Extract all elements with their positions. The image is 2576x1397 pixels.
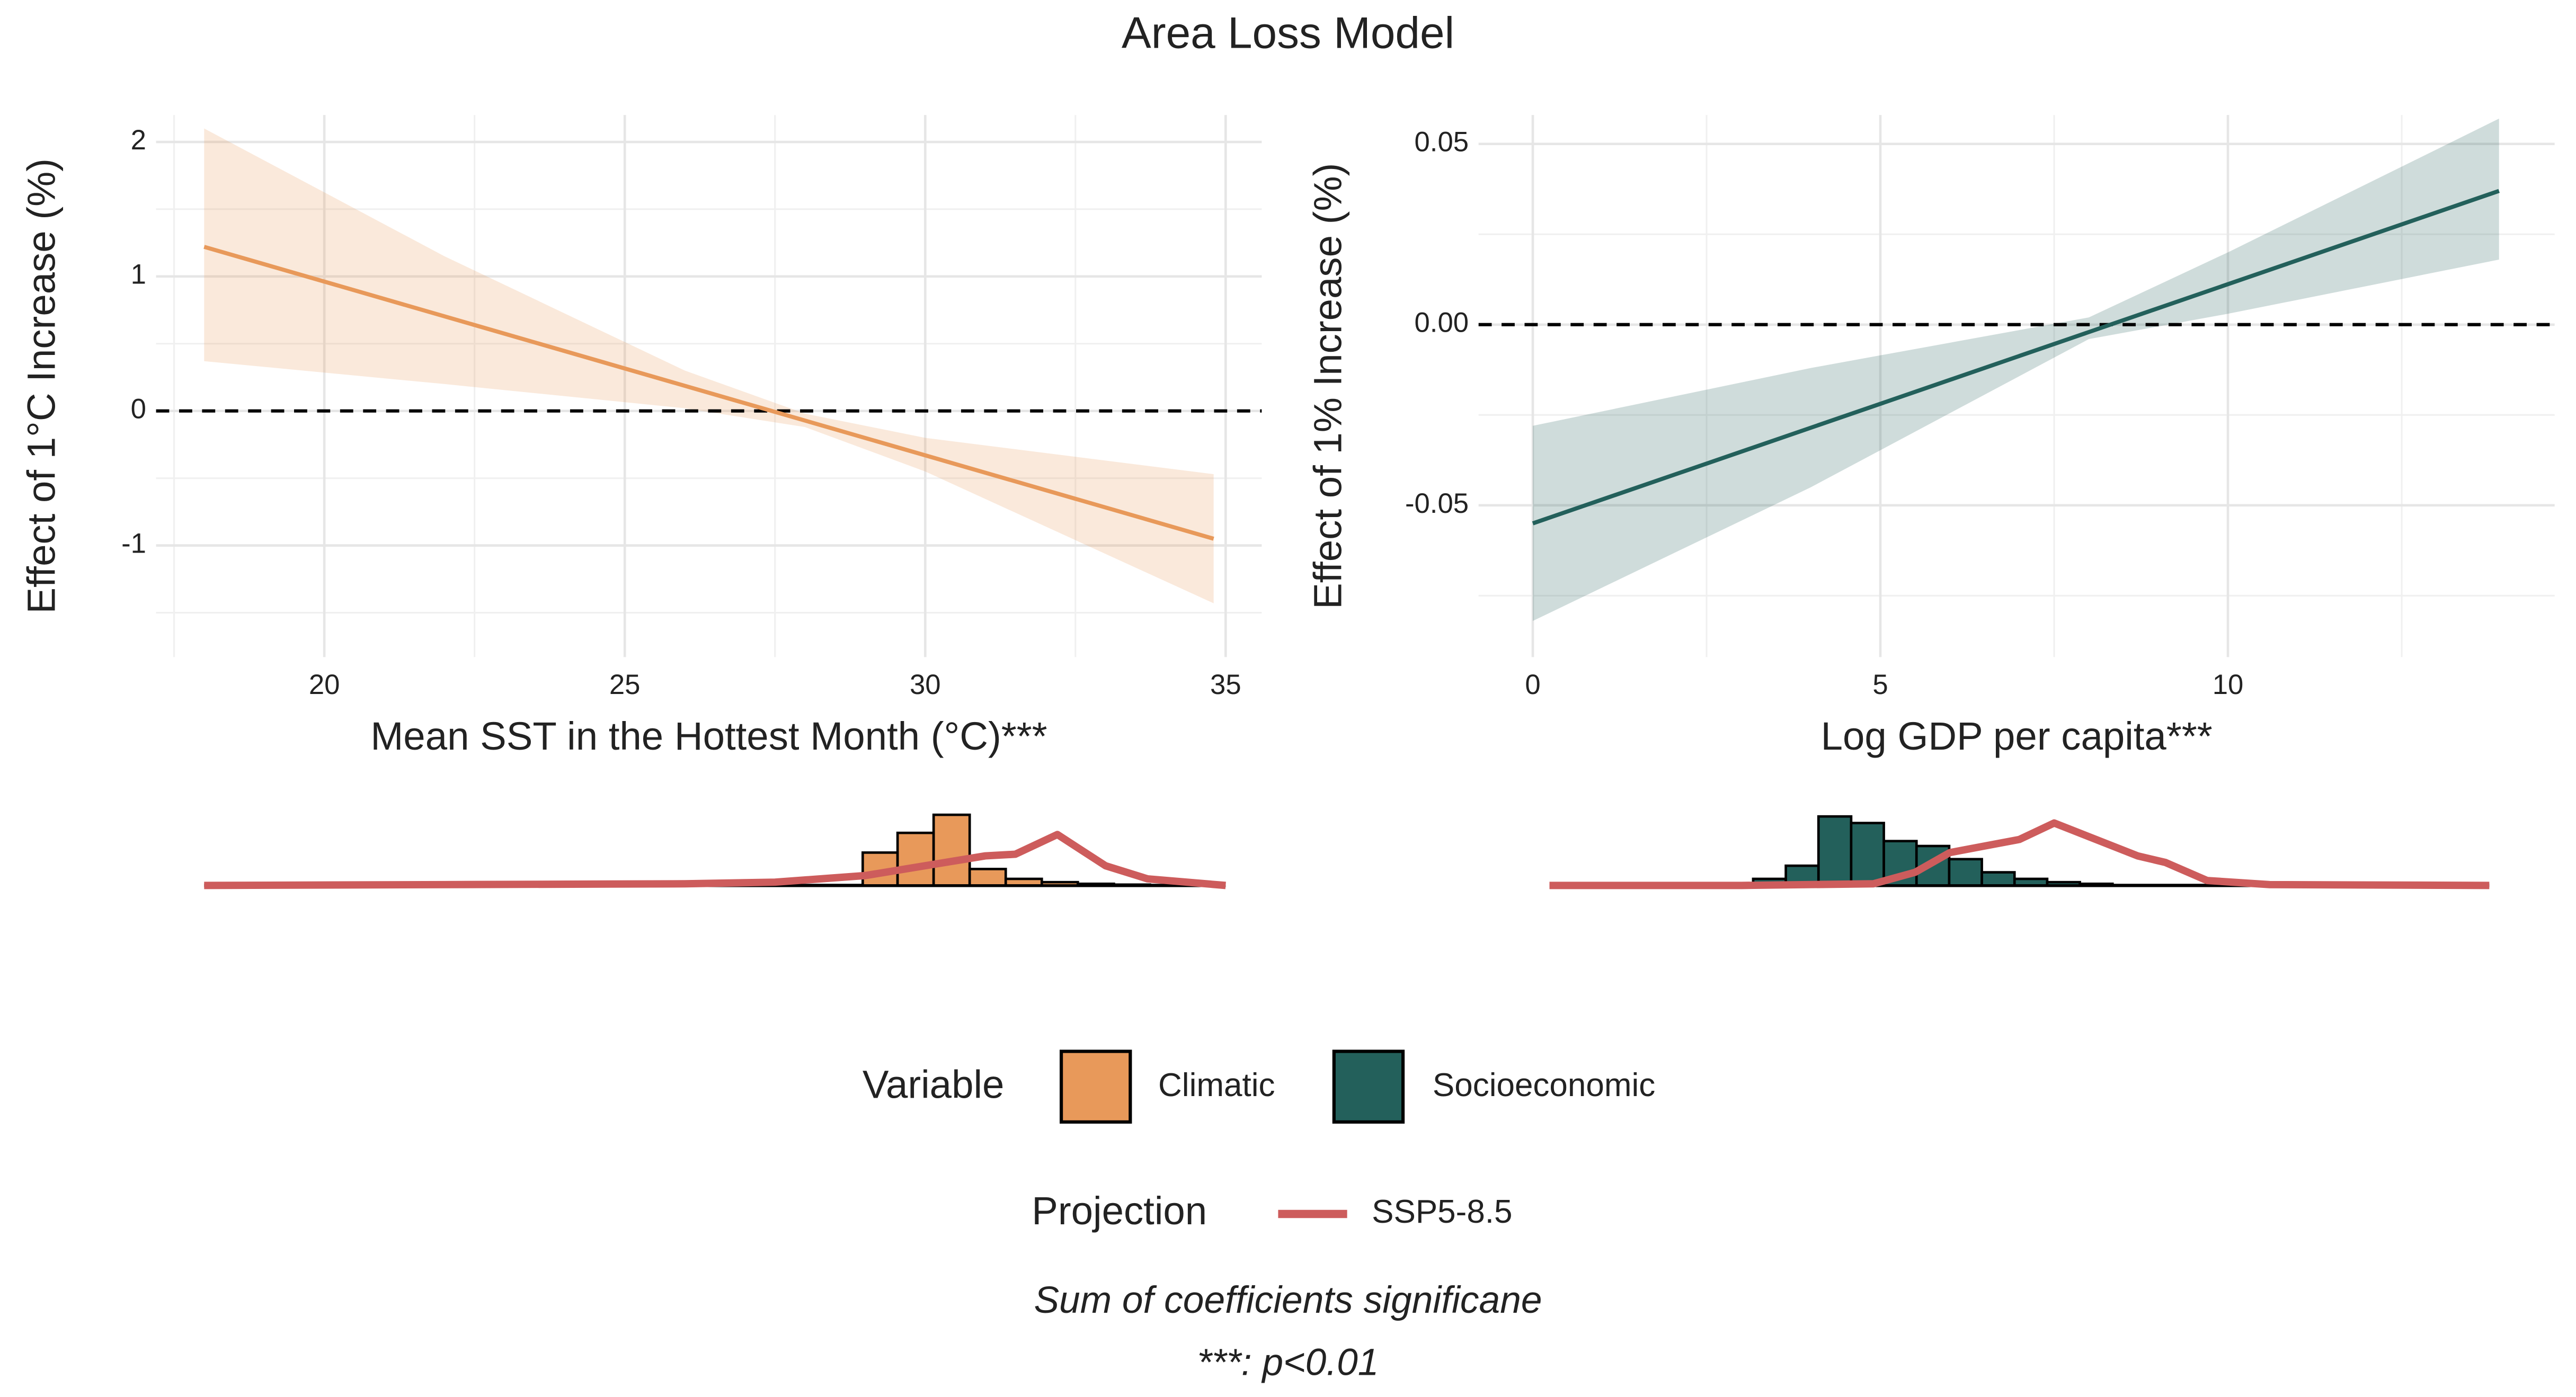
histogram-bar [2078, 882, 2114, 887]
legend-title: Variable [863, 1062, 1004, 1106]
histogram-bar [1040, 880, 1079, 887]
x-tick-label: 20 [309, 669, 340, 700]
x-axis-label: Log GDP per capita*** [1821, 714, 2213, 758]
histogram-bar [896, 831, 935, 887]
confidence-band [1533, 118, 2499, 621]
histogram-bar [1948, 858, 1983, 887]
y-tick-label: 0.05 [1415, 127, 1469, 158]
y-axis-label: Effect of 1°C Increase (%) [19, 158, 63, 614]
legend-label: Socioeconomic [1433, 1067, 1655, 1104]
legend-label: Climatic [1158, 1067, 1275, 1104]
y-tick-label: -0.05 [1405, 488, 1469, 519]
projection-density [1549, 819, 2490, 889]
fit-line [1532, 189, 2500, 526]
x-tick-label: 5 [1872, 669, 1888, 700]
x-tick-label: 25 [609, 669, 641, 700]
histogram-bar [2046, 880, 2081, 887]
histogram-bar [968, 868, 1007, 887]
y-tick-label: 0.00 [1415, 307, 1469, 339]
legend-key [1059, 1049, 1132, 1124]
histogram-bar [1113, 883, 1151, 887]
y-tick-label: 0 [131, 394, 146, 425]
x-tick-label: 30 [910, 669, 941, 700]
histogram-bar [1077, 882, 1115, 887]
histogram-bar [1817, 815, 1853, 887]
x-tick-label: 10 [2213, 669, 2244, 700]
x-tick-label: 35 [1210, 669, 1241, 700]
histogram-bar [932, 813, 971, 887]
legend-key [1332, 1049, 1405, 1124]
chart-title: Area Loss Model [1122, 7, 1454, 57]
histogram-bar [2013, 877, 2049, 887]
histogram-bar [1980, 871, 2016, 887]
fit-line [203, 245, 1214, 541]
confidence-band [204, 128, 1214, 603]
y-tick-label: -1 [121, 528, 146, 559]
caption: Sum of coefficients significane [1034, 1279, 1542, 1321]
x-axis-label: Mean SST in the Hottest Month (°C)*** [370, 714, 1047, 758]
caption: ***: p<0.01 [1197, 1341, 1379, 1384]
y-axis-label: Effect of 1% Increase (%) [1305, 163, 1349, 609]
legend-label: SSP5-8.5 [1372, 1194, 1512, 1230]
y-tick-label: 1 [131, 259, 146, 290]
histogram-bar [1004, 877, 1043, 887]
projection-density [204, 831, 1226, 889]
legend-title: Projection [1032, 1189, 1207, 1233]
x-tick-label: 0 [1525, 669, 1540, 700]
histogram-bar [1850, 822, 1885, 887]
y-tick-label: 2 [131, 124, 146, 156]
